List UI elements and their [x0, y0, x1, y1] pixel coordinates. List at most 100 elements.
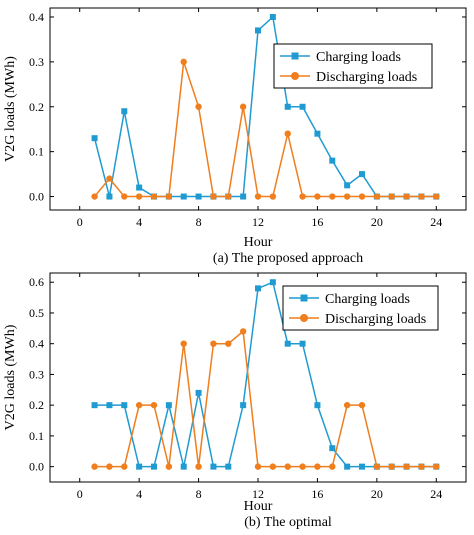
legend-marker [291, 52, 299, 60]
data-point [343, 401, 351, 409]
data-point [106, 463, 113, 470]
data-point [106, 193, 113, 200]
data-point [210, 193, 217, 200]
data-point [135, 401, 143, 409]
legend-marker [291, 72, 299, 80]
data-point [314, 130, 321, 137]
data-point [343, 193, 351, 200]
data-point [388, 463, 395, 470]
data-point [135, 193, 143, 200]
data-point [403, 193, 410, 200]
y-tick-label: 0.2 [29, 398, 44, 412]
data-point [151, 463, 157, 470]
legend: Charging loads Discharging loads [282, 285, 439, 331]
data-point [91, 135, 98, 142]
y-tick-label: 0.3 [29, 55, 44, 69]
y-tick-label: 0.0 [29, 190, 44, 204]
data-point [299, 340, 306, 347]
data-point [254, 193, 262, 200]
legend-box [282, 285, 439, 331]
data-point [373, 193, 381, 200]
data-point [165, 463, 173, 470]
y-tick-label: 0.3 [29, 367, 44, 381]
data-point [359, 171, 365, 178]
x-tick-label: 8 [196, 487, 202, 501]
series-line [94, 329, 437, 468]
x-tick-label: 12 [252, 487, 264, 501]
data-point [299, 193, 306, 200]
series-1 [91, 58, 440, 200]
x-tick-label: 24 [430, 487, 442, 501]
legend-label: Discharging loads [325, 312, 426, 327]
data-point [150, 401, 158, 409]
data-point [121, 193, 128, 200]
legend-box [273, 43, 433, 89]
data-point [344, 463, 351, 470]
data-point [255, 285, 261, 292]
x-axis-title: Hour [244, 499, 273, 514]
chart-1: 0 4 8 12 16 20 24 0.0 0.1 0.2 0.3 0.4 0.5 0.6 Hour V2G … [3, 272, 467, 530]
y-tick-label: 0.1 [29, 429, 44, 443]
data-point [358, 193, 366, 200]
data-point [418, 463, 425, 470]
data-point [210, 463, 217, 470]
data-point [314, 463, 321, 470]
legend-marker [300, 314, 308, 322]
chart-caption: (a) The proposed approach [213, 251, 363, 266]
data-point [225, 193, 232, 200]
data-point [314, 402, 321, 409]
data-point [299, 463, 306, 470]
data-point [433, 463, 440, 470]
data-point [329, 445, 336, 452]
y-tick-label: 0.2 [29, 100, 44, 114]
legend-label: Charging loads [316, 50, 401, 65]
x-tick-label: 24 [430, 215, 442, 229]
data-point [225, 463, 232, 470]
data-point [91, 193, 98, 200]
data-point [314, 193, 321, 200]
data-point [403, 463, 410, 470]
data-point [240, 402, 247, 409]
chart-0: 0 4 8 12 16 20 24 0.0 0.1 0.2 0.3 0.4 Hour V2G loads … [3, 7, 467, 266]
data-point [269, 193, 277, 200]
x-tick-label: 0 [77, 487, 83, 501]
data-point [418, 193, 425, 200]
data-point [91, 402, 98, 409]
data-point [225, 340, 232, 347]
legend-label: Discharging loads [316, 70, 417, 85]
data-point [299, 103, 306, 110]
data-point [329, 157, 336, 164]
data-point [180, 340, 187, 347]
data-point [121, 108, 128, 115]
data-point [180, 193, 187, 200]
legend: Charging loads Discharging loads [273, 43, 433, 89]
data-point [210, 340, 217, 347]
data-point [91, 463, 98, 470]
data-point [284, 103, 291, 110]
data-point [165, 193, 173, 200]
data-point [239, 103, 247, 110]
chart-caption: (b) The optimal [244, 515, 332, 530]
data-point [269, 279, 276, 286]
y-tick-label: 0.0 [29, 460, 44, 474]
x-tick-label: 16 [311, 215, 323, 229]
data-point [358, 401, 366, 409]
y-tick-label: 0.4 [29, 337, 44, 351]
data-point [433, 193, 440, 200]
data-point [359, 463, 365, 470]
x-tick-label: 20 [371, 215, 383, 229]
y-tick-label: 0.6 [29, 275, 44, 289]
data-point [239, 328, 247, 335]
data-point [284, 463, 291, 470]
data-point [255, 27, 261, 34]
legend-label: Charging loads [325, 292, 410, 307]
series-1 [91, 328, 440, 470]
data-point [329, 193, 336, 200]
data-point [106, 402, 113, 409]
data-point [269, 463, 277, 470]
data-point [329, 463, 336, 470]
legend-marker [300, 294, 308, 302]
x-tick-label: 12 [252, 215, 264, 229]
